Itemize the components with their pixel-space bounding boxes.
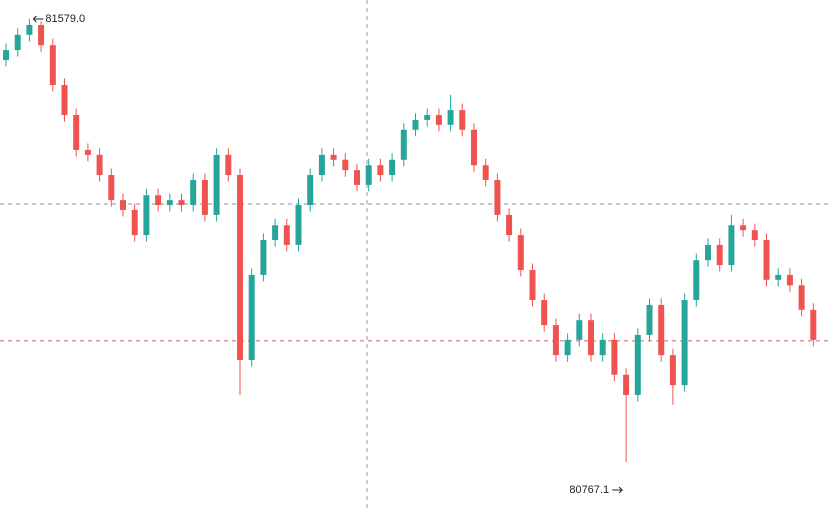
candle-body	[751, 230, 758, 240]
candle-body	[775, 274, 782, 280]
candle-body	[435, 115, 442, 125]
candle-body	[295, 205, 302, 245]
candle-body	[669, 355, 676, 386]
candle-body	[342, 159, 349, 171]
candle-body	[447, 110, 454, 125]
candle-body	[424, 115, 431, 120]
min-label: 80767.1	[569, 484, 609, 496]
candle-body	[634, 334, 641, 395]
candle-body	[307, 175, 314, 206]
max-arrow	[33, 15, 44, 23]
candle-body	[225, 154, 232, 176]
candle-body	[190, 179, 197, 206]
candle-body	[786, 274, 793, 286]
candle-body	[389, 159, 396, 176]
candle-body	[120, 200, 126, 210]
candle-body	[459, 110, 466, 130]
candle-body	[494, 179, 501, 215]
candle-body	[49, 45, 56, 86]
candle-body	[61, 85, 68, 116]
candle-body	[166, 200, 173, 206]
candle-body	[73, 115, 80, 150]
candle-body	[260, 239, 267, 275]
candle-body	[330, 154, 337, 160]
candle-body	[272, 225, 279, 240]
candle-body	[471, 129, 477, 166]
candle-body	[716, 244, 723, 266]
candle-body	[517, 235, 524, 270]
candle-body	[576, 320, 583, 340]
candle-body	[763, 239, 770, 280]
candle-body	[693, 260, 700, 301]
candle-body	[482, 165, 489, 180]
candle-body	[658, 304, 665, 356]
min-arrow	[612, 486, 624, 494]
candle-body	[529, 269, 536, 301]
candle-body	[108, 175, 115, 201]
candle-body	[400, 129, 407, 160]
candle-body	[412, 119, 419, 130]
candle-body	[143, 195, 150, 236]
candle-body	[318, 154, 325, 176]
candle-body	[810, 309, 817, 340]
candle-body	[705, 244, 711, 261]
candle-body	[646, 304, 653, 335]
candle-body	[14, 34, 21, 51]
candle-body	[611, 339, 618, 375]
candle-body	[84, 149, 91, 155]
candle-body	[798, 285, 805, 310]
candle-body	[155, 195, 162, 206]
candle-body	[541, 300, 548, 326]
candle-body	[506, 214, 513, 236]
candle-body	[623, 374, 630, 395]
candle-body	[599, 339, 606, 356]
candle-body	[740, 225, 747, 231]
candle-body	[3, 50, 9, 60]
candle-body	[213, 154, 220, 215]
candle-body	[564, 339, 571, 356]
candle-body	[248, 274, 255, 361]
candle-body	[96, 154, 103, 176]
candle-body	[131, 209, 138, 236]
candle-body	[283, 225, 290, 245]
candle-body	[178, 200, 185, 206]
candle-body	[365, 165, 372, 185]
candle-body	[201, 179, 208, 215]
candle-body	[681, 300, 688, 386]
candle-body	[38, 24, 45, 46]
candle-body	[377, 165, 384, 176]
candle-body	[588, 320, 594, 356]
candle-body	[552, 325, 559, 356]
candle-body	[26, 24, 33, 35]
candle-body	[237, 175, 243, 361]
candle-body	[728, 225, 735, 266]
candle-body	[354, 170, 360, 185]
max-label: 81579.0	[45, 13, 85, 25]
